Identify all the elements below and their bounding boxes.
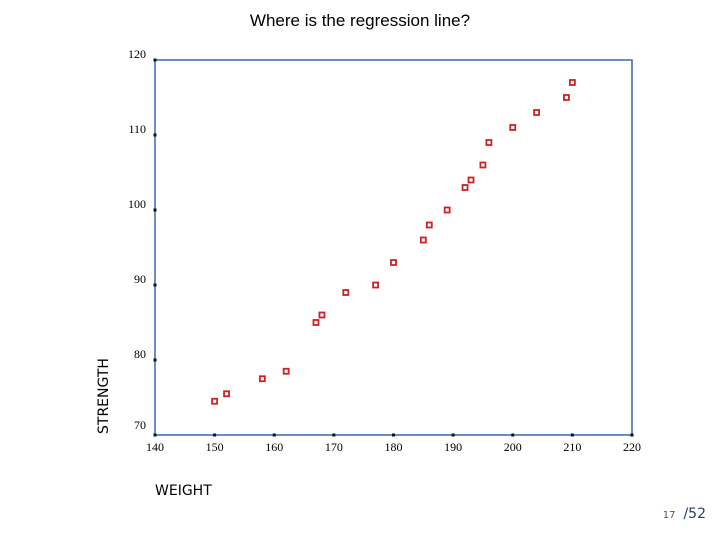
y-tick-label: 110 [128,122,146,136]
data-point [443,206,451,214]
plot-frame [154,59,633,436]
x-tick-mark [511,433,515,437]
axis-ticks: 140 150 160 170 180 190 200 210 220 70 80 90 100 110 1… [128,47,641,454]
x-tick-label: 220 [623,440,641,454]
chart-title: Where is the regression line? [249,11,471,30]
page-number: 17/52 [663,503,706,522]
data-point [282,367,290,375]
x-tick-label: 200 [504,440,522,454]
y-tick-mark [153,58,157,62]
data-point [425,221,433,229]
data-point [312,319,320,326]
data-point [419,236,427,244]
x-tick-label: 150 [206,440,224,454]
data-point [479,161,487,169]
y-tick-label: 90 [134,272,146,286]
y-tick-label: 120 [128,47,146,61]
y-tick-mark [153,133,157,137]
x-tick-label: 140 [146,440,164,454]
x-tick-mark [272,433,276,437]
y-tick-mark [153,283,157,287]
x-tick-label: 160 [265,440,283,454]
x-axis-label: WEIGHT [155,483,212,499]
y-axis-label: STRENGTH [96,358,112,434]
data-point [461,184,469,191]
data-point [563,94,570,101]
x-tick-mark [332,433,336,437]
x-tick-mark [630,433,634,437]
data-point [223,390,230,398]
y-tick-mark [153,433,157,437]
page-total: /52 [683,506,706,522]
data-point [372,281,380,289]
y-tick-label: 70 [134,418,146,432]
data-point [533,109,540,116]
data-point [485,139,493,146]
data-point [211,397,219,405]
data-point [509,124,517,131]
x-tick-label: 180 [385,440,403,454]
x-tick-mark [570,433,574,437]
x-tick-mark [451,433,455,437]
x-tick-label: 210 [563,440,581,454]
y-tick-label: 100 [128,197,146,211]
x-tick-label: 190 [444,440,462,454]
y-tick-mark [153,208,157,212]
x-tick-label: 170 [325,440,343,454]
data-point [568,79,576,86]
page-current: 17 [662,510,676,521]
y-tick-mark [153,358,157,362]
data-point [390,259,397,266]
x-tick-mark [213,433,217,437]
data-point [318,311,326,319]
y-tick-label: 80 [134,347,146,361]
data-point [467,176,475,184]
data-points [211,79,576,405]
data-point [342,289,350,296]
x-tick-mark [392,433,395,437]
data-point [258,375,266,383]
